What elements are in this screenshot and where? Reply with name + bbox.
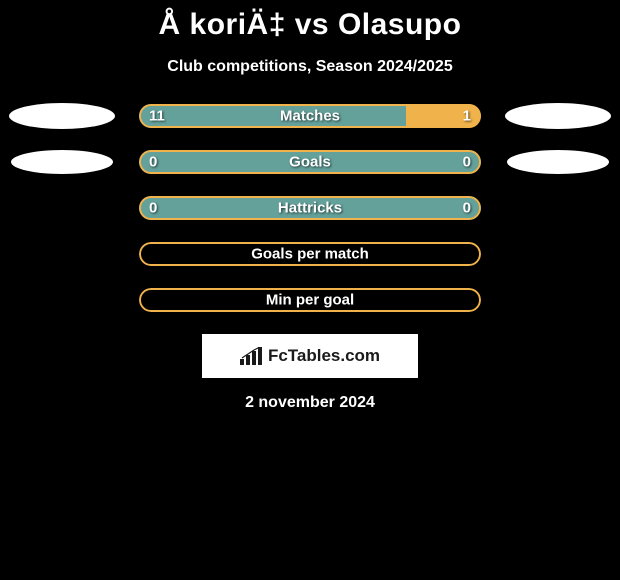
left-ellipse-slot	[1, 103, 123, 129]
stat-right-value: 1	[463, 108, 471, 125]
stat-left-value: 0	[149, 200, 157, 217]
stat-bar: 111Matches	[139, 104, 481, 128]
stat-bar: 0 0 Hattricks	[139, 196, 481, 220]
stat-bar-left-segment	[139, 104, 406, 128]
page-title: Å koriÄ‡ vs Olasupo	[0, 8, 620, 42]
stat-left-value: 0	[149, 154, 157, 171]
stat-bar: Goals per match	[139, 242, 481, 266]
bar-chart-icon	[240, 347, 262, 365]
stat-row: 111Matches	[0, 104, 620, 128]
stat-left-value: 11	[149, 108, 165, 125]
player-right-marker	[505, 103, 611, 129]
stat-label: Goals	[289, 154, 331, 171]
stat-row: 0 0 Goals	[0, 150, 620, 174]
player-left-marker	[9, 103, 115, 129]
player-left-marker	[11, 150, 113, 174]
stat-rows: 111Matches00Goals00HattricksGoals per ma…	[0, 104, 620, 312]
right-ellipse-slot	[497, 150, 619, 174]
stat-label: Goals per match	[251, 246, 369, 263]
stat-right-value: 0	[463, 200, 471, 217]
left-ellipse-slot	[1, 150, 123, 174]
page-subtitle: Club competitions, Season 2024/2025	[0, 58, 620, 76]
comparison-widget: Å koriÄ‡ vs Olasupo Club competitions, S…	[0, 8, 620, 412]
stat-row: Goals per match	[0, 242, 620, 266]
right-ellipse-slot	[497, 103, 619, 129]
logo-text: FcTables.com	[268, 346, 380, 366]
player-right-marker	[507, 150, 609, 174]
stat-bar: 0 0 Goals	[139, 150, 481, 174]
logo: FcTables.com	[240, 346, 380, 366]
stat-bar: Min per goal	[139, 288, 481, 312]
stat-row: Min per goal	[0, 288, 620, 312]
stat-label: Matches	[280, 108, 340, 125]
footer-date: 2 november 2024	[0, 394, 620, 412]
stat-label: Hattricks	[278, 200, 342, 217]
stat-right-value: 0	[463, 154, 471, 171]
stat-label: Min per goal	[266, 292, 354, 309]
stat-row: 0 0 Hattricks	[0, 196, 620, 220]
logo-box[interactable]: FcTables.com	[202, 334, 418, 378]
